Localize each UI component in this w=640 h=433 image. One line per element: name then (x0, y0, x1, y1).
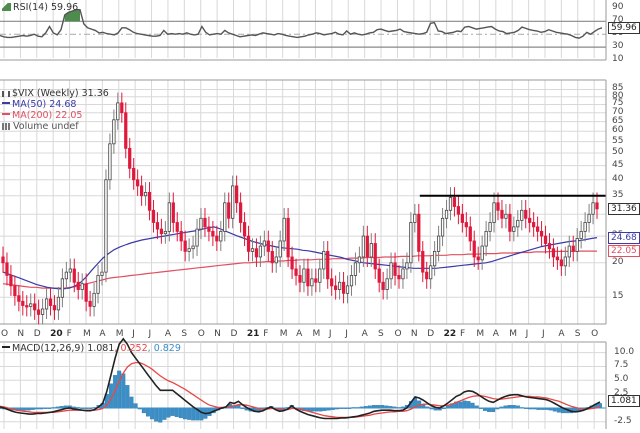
macd-hist-value: 0.829 (153, 343, 181, 354)
axis-tick-label: 40 (612, 173, 624, 184)
axis-tick-label: O (394, 329, 402, 339)
value-tag: 22.05 (608, 245, 640, 258)
axis-tick-label: 85 (612, 83, 624, 94)
axis-tick-label: 10.0 (614, 346, 635, 357)
ma50-line-icon (2, 102, 10, 104)
axis-tick-label: S (378, 329, 384, 339)
macd-legend-value: 1.081 (87, 343, 115, 354)
axis-tick-label: 80 (612, 90, 624, 101)
axis-tick-label: 22 (443, 329, 457, 339)
axis-tick-label: 45 (612, 159, 624, 170)
macd-legend: MACD(12,26,9) 1.081, 0.252, 0.829 (2, 343, 181, 354)
axis-tick-label: 20 (612, 256, 624, 267)
axis-tick-label: M (509, 329, 517, 339)
price-legend-title: $VIX (Weekly) 31.36 (12, 88, 109, 99)
value-tag: 1.081 (608, 394, 640, 407)
axis-tick-label: J (345, 329, 348, 339)
axis-tick-label: S (181, 329, 188, 339)
value-tag: 24.68 (608, 231, 640, 244)
rsi-area-icon (2, 3, 11, 11)
rsi-legend-name: RSI(14) (13, 2, 48, 13)
axis-tick-label: 65 (612, 115, 624, 126)
price-legend: $VIX (Weekly) 31.36 MA(50) 24.68 MA(200)… (2, 88, 109, 132)
axis-tick-label: J (328, 329, 332, 339)
macd-signal-value: 0.252 (120, 343, 148, 354)
axis-tick-label: J (132, 329, 135, 339)
axis-tick-label: O (1, 329, 9, 339)
axis-tick-label: D (33, 329, 41, 339)
axis-tick-label: 55 (612, 135, 624, 146)
axis-tick-label: 15 (612, 291, 624, 302)
axis-tick-label: N (410, 329, 418, 339)
axis-tick-label: N (214, 329, 221, 339)
axis-tick-label: 21 (246, 329, 260, 339)
ma200-legend: MA(200) 22.05 (12, 110, 83, 121)
axis-tick-label: A (361, 329, 368, 339)
ma50-legend: MA(50) 24.68 (12, 99, 77, 110)
axis-tick-label: J (525, 329, 529, 339)
axis-tick-label: A (492, 329, 499, 339)
axis-tick-label: A (296, 329, 303, 339)
axis-tick-label: 90 (612, 2, 624, 13)
axis-tick-label: 20 (50, 329, 63, 339)
macd-line-icon (2, 346, 10, 348)
axis-tick-label: A (99, 329, 106, 339)
volume-legend: Volume undef (13, 121, 79, 132)
axis-tick-label: S (574, 329, 581, 339)
axis-tick-label: M (312, 329, 321, 339)
macd-legend-name: MACD(12,26,9) (12, 343, 85, 354)
axis-tick-label: M (82, 329, 91, 339)
value-tag: 59.96 (608, 21, 640, 34)
value-tag: 31.36 (608, 202, 640, 215)
axis-tick-label: 30 (612, 41, 624, 52)
axis-tick-label: 35 (612, 189, 624, 200)
axis-tick-label: N (17, 329, 25, 339)
axis-tick-label: 60 (612, 125, 624, 136)
axis-tick-label: 7.5 (614, 360, 629, 371)
axis-tick-label: D (427, 329, 435, 339)
axis-tick-label: 70 (612, 106, 624, 117)
axis-tick-label: A (164, 329, 172, 339)
axis-tick-label: M (279, 329, 288, 339)
axis-tick-label: -2.5 (614, 415, 632, 426)
candlestick-icon (2, 91, 10, 97)
axis-tick-label: 5.0 (614, 374, 629, 385)
axis-tick-label: M (115, 329, 124, 339)
axis-tick-label: 50 (612, 147, 624, 158)
axis-tick-label: O (591, 329, 599, 339)
axis-tick-label: F (263, 329, 269, 339)
axis-tick-label: 75 (612, 98, 624, 109)
axis-tick-label: F (460, 329, 466, 339)
axis-tick-label: F (66, 329, 72, 339)
axis-tick-label: 70 (612, 15, 624, 26)
axis-tick-label: 2.5 (614, 388, 629, 399)
rsi-legend: RSI(14) 59.96 (2, 2, 78, 13)
rsi-legend-value: 59.96 (50, 2, 79, 13)
ma200-line-icon (2, 113, 10, 115)
axis-tick-label: 10 (612, 54, 624, 64)
axis-tick-label: J (541, 329, 545, 339)
axis-tick-label: A (558, 329, 565, 339)
axis-tick-label: D (230, 329, 238, 339)
axis-tick-label: J (148, 329, 152, 339)
axis-tick-label: O (197, 329, 205, 339)
axis-tick-label: M (476, 329, 485, 339)
volume-bars-icon (2, 123, 11, 130)
